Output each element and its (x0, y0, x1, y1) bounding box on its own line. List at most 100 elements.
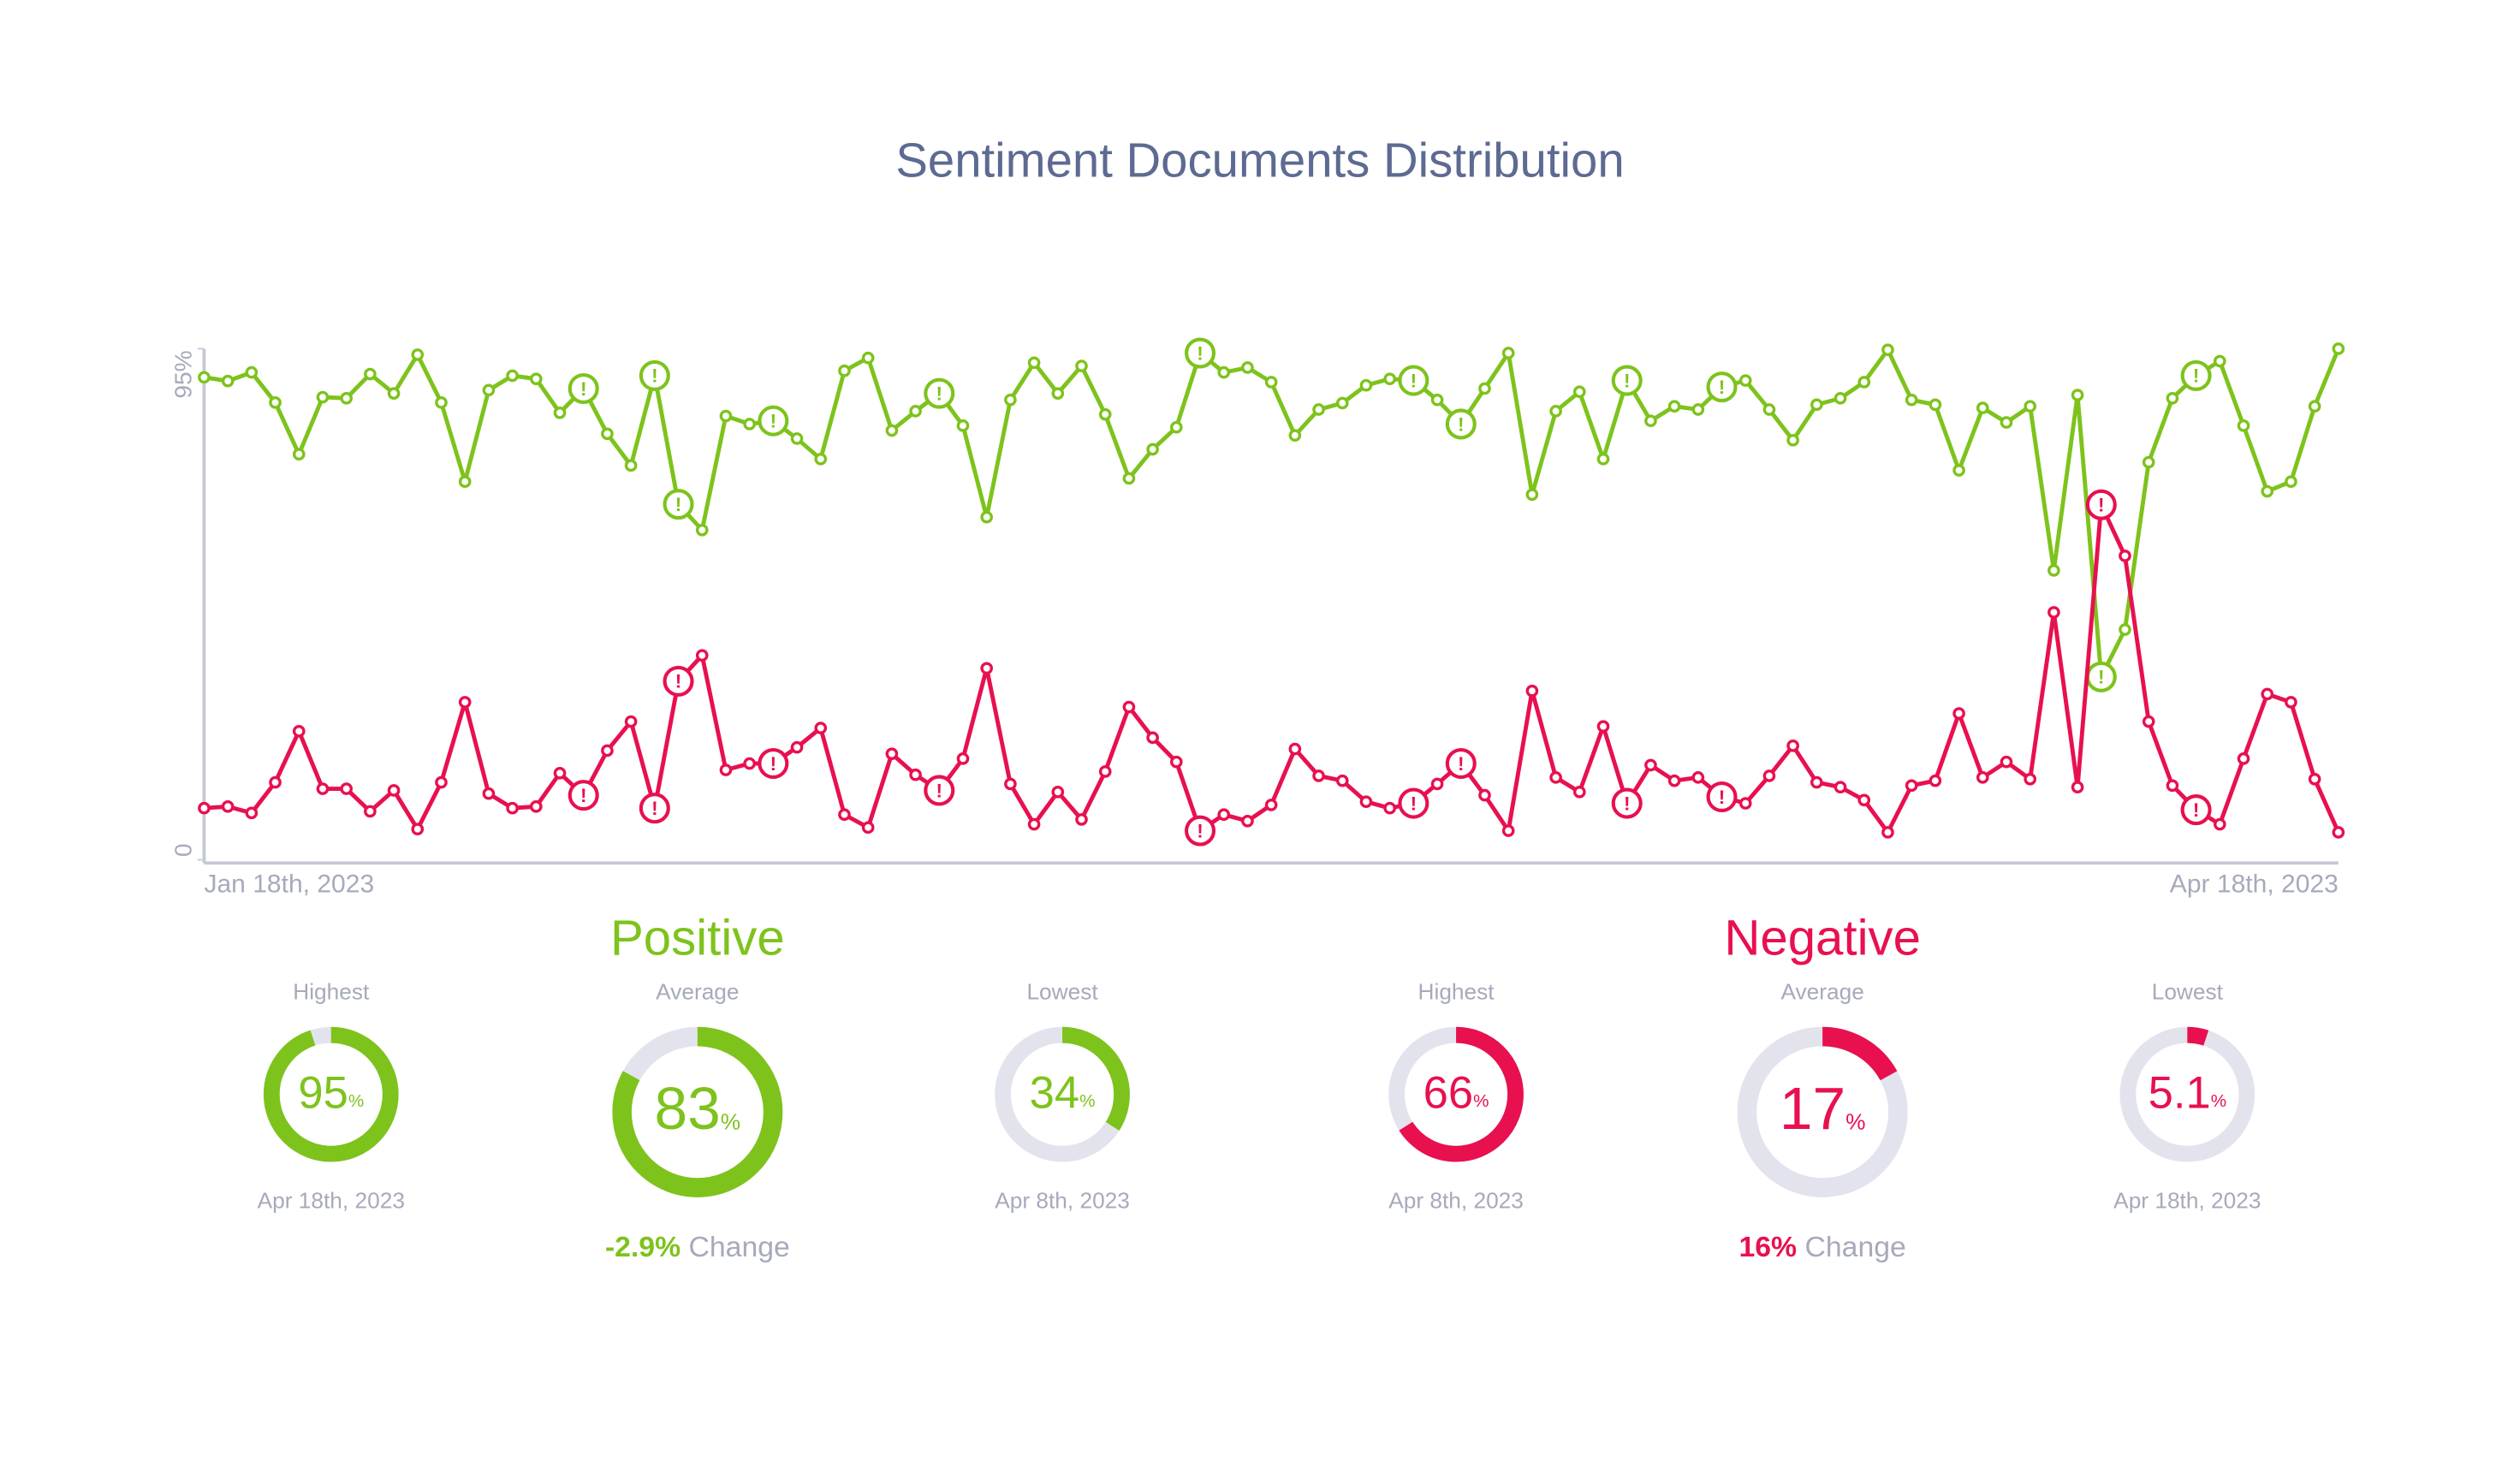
data-point (1857, 376, 1871, 389)
data-point (364, 367, 377, 381)
data-point (316, 390, 330, 404)
data-point (956, 752, 970, 765)
alert-circle (758, 405, 789, 437)
data-point (2285, 475, 2297, 489)
data-point (624, 715, 638, 728)
gauge-number: 83 (655, 1076, 721, 1143)
data-point (269, 775, 282, 789)
data-point (814, 722, 828, 734)
gauge-number: 17 (1780, 1076, 1845, 1143)
data-point (2119, 623, 2131, 636)
gauge-value: 83% (655, 1076, 741, 1143)
chart-title: Sentiment Documents Distribution (895, 133, 1624, 187)
alert-marker: ! (2085, 661, 2117, 692)
data-point (1217, 808, 1231, 822)
data-point (2166, 391, 2179, 405)
alert-symbol: ! (651, 798, 658, 819)
gauge-number: 66 (1423, 1067, 1473, 1118)
data-point (1738, 374, 1752, 387)
data-point (743, 757, 756, 770)
x-tick-label: Apr 18th, 2023 (2170, 870, 2339, 899)
data-point (553, 406, 567, 419)
data-point (861, 351, 875, 365)
data-point (340, 782, 353, 795)
data-point (1762, 403, 1776, 416)
change-space (681, 1231, 688, 1263)
gauge-arc (995, 1026, 1130, 1162)
data-point (1241, 361, 1254, 374)
data-point (1170, 420, 1183, 434)
gauge-unit: % (2211, 1091, 2226, 1111)
data-point (387, 387, 401, 400)
data-point (1288, 429, 1302, 442)
alert-circle (639, 359, 670, 391)
alert-symbol: ! (770, 753, 777, 775)
data-point (1644, 414, 1657, 428)
data-point (316, 782, 330, 795)
data-point (2237, 752, 2250, 765)
data-point (885, 747, 899, 761)
change-text: -2.9% Change (605, 1231, 790, 1263)
data-point (1810, 775, 1823, 789)
data-point (269, 395, 282, 409)
alert-marker: ! (1611, 787, 1643, 819)
data-point (790, 432, 804, 445)
data-point (601, 744, 614, 757)
series-line (204, 502, 2341, 835)
data-point (1667, 774, 1681, 787)
data-point (956, 419, 970, 432)
change-label: Change (1804, 1231, 1905, 1263)
stat-label: Lowest (2152, 978, 2224, 1004)
data-point (1430, 777, 1444, 791)
data-point (435, 775, 448, 789)
change-space (1797, 1231, 1804, 1263)
alert-circle (2085, 489, 2117, 520)
data-point (553, 767, 567, 780)
data-point (1098, 407, 1112, 421)
data-point (861, 821, 875, 835)
data-point (1383, 372, 1396, 385)
data-point (292, 725, 306, 738)
data-point (482, 787, 496, 800)
data-point (245, 806, 259, 820)
data-point (1525, 684, 1539, 698)
data-point (1170, 755, 1183, 769)
alert-symbol: ! (675, 671, 682, 692)
data-point (885, 424, 899, 437)
data-point (624, 459, 638, 472)
alert-marker: ! (1398, 787, 1429, 819)
data-point (2261, 484, 2274, 498)
alert-marker: ! (758, 405, 789, 437)
data-point (1264, 376, 1278, 389)
alert-marker: ! (924, 775, 955, 806)
data-point (1976, 771, 1989, 784)
gauge-number: 34 (1030, 1067, 1079, 1118)
data-point (2332, 342, 2345, 355)
alert-symbol: ! (936, 383, 943, 404)
gauge-unit: % (1845, 1108, 1865, 1134)
data-point (909, 405, 922, 418)
stat-label: Highest (1418, 978, 1495, 1004)
data-point (364, 805, 377, 818)
data-point (2261, 687, 2274, 701)
data-point (1881, 343, 1894, 357)
data-point (1027, 817, 1041, 831)
stat-date: Apr 18th, 2023 (2113, 1187, 2261, 1213)
alert-symbol: ! (1624, 793, 1631, 814)
data-point (1929, 774, 1942, 787)
alert-marker: ! (2180, 794, 2212, 826)
data-point (2213, 354, 2226, 368)
alert-symbol: ! (675, 494, 682, 515)
data-point (1572, 786, 1586, 799)
stat-label: Lowest (1026, 978, 1098, 1004)
data-point (695, 649, 709, 662)
data-point (387, 784, 401, 797)
alert-circle (663, 489, 694, 520)
data-point (221, 374, 235, 388)
alert-marker: ! (1706, 781, 1738, 813)
alert-symbol: ! (1719, 377, 1726, 398)
data-point (2048, 606, 2060, 619)
alert-symbol: ! (580, 785, 587, 806)
gauge-unit: % (721, 1108, 740, 1134)
data-point (245, 365, 259, 379)
